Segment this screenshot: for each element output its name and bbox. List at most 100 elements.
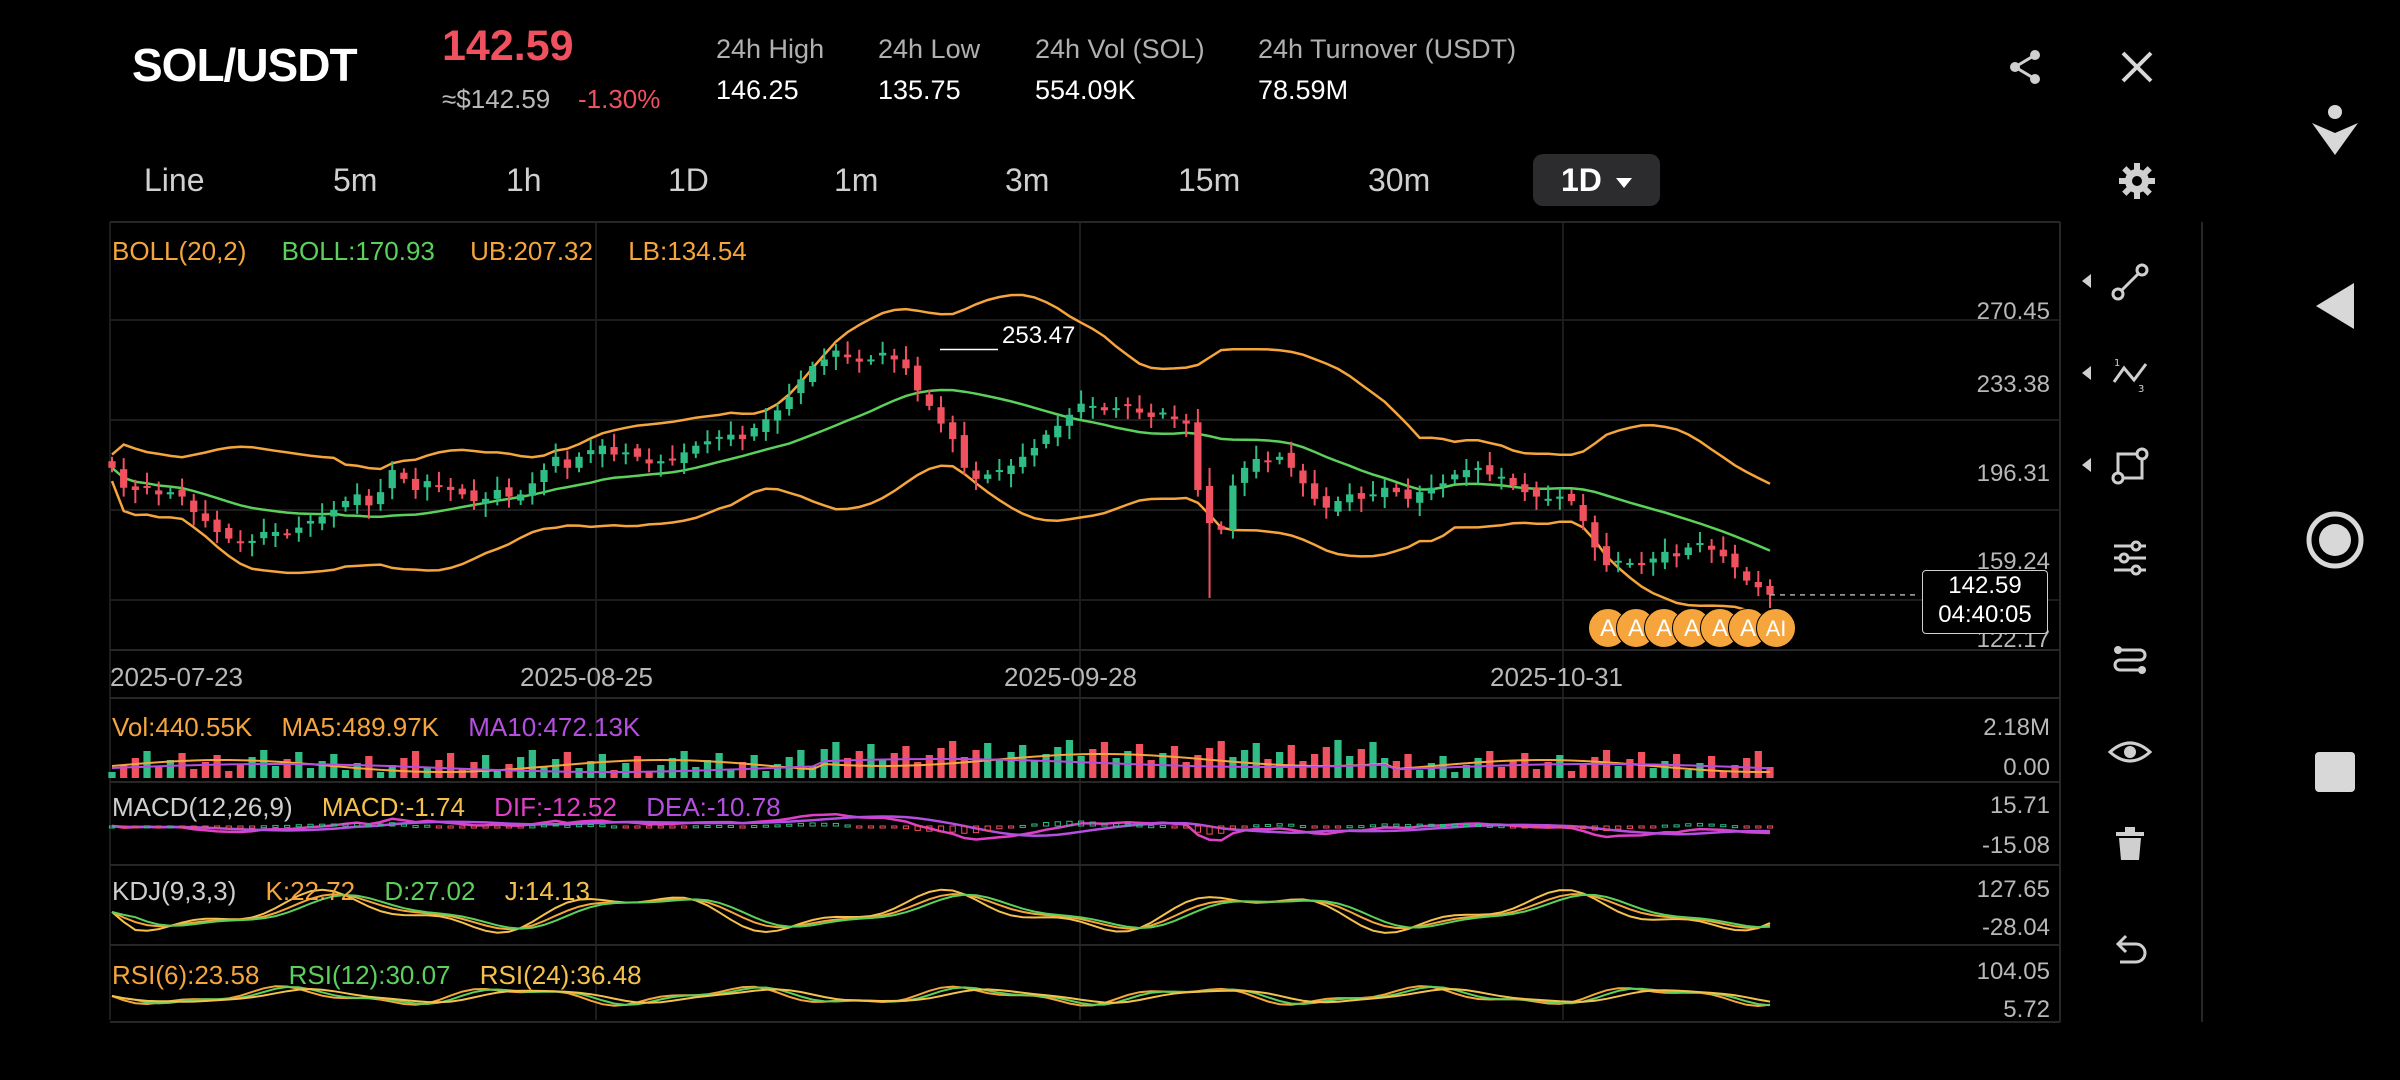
volume-bar (1007, 752, 1015, 778)
macd-histogram-bar (739, 825, 746, 829)
macd-legend: MACD(12,26,9) MACD:-1.74 DIF:-12.52 DEA:… (112, 792, 803, 823)
volume-bar (1532, 769, 1541, 778)
volume-bar (376, 772, 385, 778)
undo-icon[interactable] (2100, 920, 2160, 980)
candle-body (1334, 501, 1342, 512)
candle-body (143, 485, 151, 488)
path-icon[interactable] (2100, 630, 2160, 690)
candle-body (1427, 487, 1436, 494)
macd-histogram-bar (143, 825, 151, 829)
macd-histogram-bar (1498, 825, 1505, 829)
macd-histogram-bar (1766, 825, 1774, 829)
macd-histogram-bar (599, 824, 606, 828)
volume-bar (914, 762, 922, 778)
trash-icon[interactable] (2100, 814, 2160, 874)
recents-icon[interactable] (2295, 732, 2375, 812)
volume-bar (213, 755, 221, 778)
share-icon[interactable] (2000, 42, 2050, 92)
tab-3m[interactable]: 3m (1005, 162, 1050, 198)
tab-15m[interactable]: 15m (1178, 162, 1241, 198)
expand-arrow-icon (2082, 366, 2091, 380)
volume-bar (1357, 749, 1365, 778)
trend-line-icon[interactable] (2082, 252, 2160, 312)
volume-bar (306, 768, 315, 778)
macd-histogram-bar (178, 825, 186, 829)
tab-30m[interactable]: 30m (1368, 162, 1431, 198)
candle-body (295, 527, 303, 533)
tab-active-1d-dropdown[interactable]: 1D (1533, 154, 1660, 206)
close-icon[interactable] (2112, 42, 2162, 92)
candle-body (178, 489, 186, 497)
shape-icon[interactable] (2082, 436, 2160, 496)
volume-bar (1287, 745, 1295, 778)
candle-body (540, 470, 548, 482)
macd-histogram-bar (1159, 825, 1166, 829)
candle-body (1135, 408, 1144, 413)
gear-icon[interactable] (2112, 156, 2162, 206)
candle-body (330, 509, 338, 517)
volume-legend: Vol:440.55K MA5:489.97K MA10:472.13K (112, 712, 662, 743)
chart-grid (109, 221, 2203, 1023)
macd-histogram-bar (1077, 820, 1085, 827)
volume-bar (715, 753, 723, 778)
volume-bar (1054, 747, 1062, 778)
volume-bar (1334, 740, 1342, 778)
current-price: 142.59 (1948, 572, 2022, 599)
sub-panels (108, 740, 1774, 1008)
volume-bar (1019, 745, 1027, 778)
volume-bar (1591, 757, 1599, 778)
candle-body (353, 494, 361, 505)
macd-histogram-bar (902, 825, 910, 830)
signal-marker[interactable]: AI (1756, 608, 1796, 648)
macd-histogram-bar (937, 825, 945, 833)
home-icon[interactable] (2295, 500, 2375, 580)
boll-mid: BOLL:170.93 (281, 236, 435, 266)
price-axis-label: 233.38 (1976, 371, 2050, 398)
rsi-axis-bottom: 5.72 (2003, 996, 2050, 1023)
eye-icon[interactable] (2100, 722, 2160, 782)
macd-histogram-bar (1206, 825, 1213, 835)
macd-histogram-bar (879, 825, 886, 829)
macd-histogram-bar (225, 825, 232, 829)
volume-bar (143, 751, 151, 778)
indicator-settings-icon[interactable] (2100, 528, 2160, 588)
macd-histogram-bar (1066, 820, 1073, 827)
volume-bar (365, 756, 373, 778)
date-axis-label: 2025-10-31 (1490, 662, 1623, 692)
tab-5m[interactable]: 5m (333, 162, 378, 198)
candle-body (1404, 489, 1412, 499)
macd-histogram-bar (1381, 823, 1388, 827)
volume-bar (1217, 741, 1225, 778)
candle-body (703, 441, 712, 445)
candle-body (1602, 546, 1611, 566)
volume-bar (283, 759, 291, 778)
candle-body (1322, 496, 1330, 508)
macd-histogram-bar (926, 825, 933, 832)
candle-body (1661, 551, 1669, 563)
tab-line[interactable]: Line (144, 162, 205, 198)
timeframe-tabs: Line 5m 1h 1D 1m 3m 15m 30m 1D (0, 140, 2270, 220)
tab-1m[interactable]: 1m (834, 162, 879, 198)
candlesticks (108, 341, 1920, 609)
tab-1h[interactable]: 1h (506, 162, 542, 198)
candle-body (1229, 485, 1237, 530)
pair-title[interactable]: SOL/USDT (132, 39, 358, 91)
volume-bar (1754, 751, 1762, 778)
accessibility-icon[interactable] (2295, 90, 2375, 170)
signal-markers[interactable]: A A A A A A AI (1588, 608, 1796, 652)
candle-body (1474, 467, 1482, 471)
volume-bar (435, 760, 443, 778)
candle-body (1030, 447, 1039, 456)
tab-1d[interactable]: 1D (668, 162, 709, 198)
expand-arrow-icon (2082, 274, 2091, 288)
volume-bar (727, 769, 735, 778)
macd-histogram-bar (1545, 825, 1552, 829)
kdj-params: KDJ(9,3,3) (112, 876, 237, 906)
macd-histogram-bar (1019, 824, 1026, 828)
volume-bar (353, 763, 361, 778)
chart-canvas[interactable] (0, 0, 2270, 1040)
back-icon[interactable] (2295, 266, 2375, 346)
macd-histogram-bar (1568, 825, 1575, 829)
macd-histogram-bar (669, 825, 676, 829)
